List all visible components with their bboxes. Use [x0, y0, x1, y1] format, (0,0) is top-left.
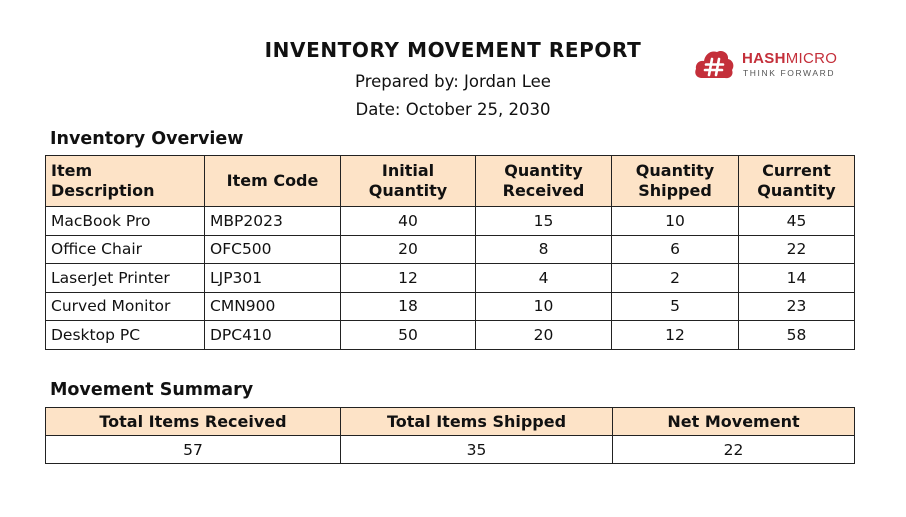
movement-summary-table: Total Items Received Total Items Shipped…: [45, 407, 855, 464]
table-header-row: Total Items Received Total Items Shipped…: [45, 407, 855, 436]
report-title: INVENTORY MOVEMENT REPORT: [264, 38, 642, 62]
item-description-cell: LaserJet Printer: [45, 263, 205, 293]
current-quantity-cell: 23: [738, 291, 855, 321]
quantity-shipped-cell: 2: [611, 263, 739, 293]
table-row: Curved Monitor CMN900 18 10 5 23: [45, 291, 855, 321]
quantity-received-cell: 20: [475, 320, 612, 350]
quantity-received-cell: 10: [475, 291, 612, 321]
table-row: Office Chair OFC500 20 8 6 22: [45, 234, 855, 264]
company-logo: HASHMICRO THINK FORWARD: [693, 47, 853, 81]
item-description-cell: Desktop PC: [45, 320, 205, 350]
column-header: Quantity Received: [475, 155, 612, 207]
current-quantity-cell: 45: [738, 206, 855, 236]
column-header: Net Movement: [612, 407, 855, 436]
table-header-row: Item Description Item Code Initial Quant…: [45, 155, 855, 207]
total-received-value: 57: [45, 435, 341, 464]
logo-tagline: THINK FORWARD: [743, 68, 836, 78]
table-row: MacBook Pro MBP2023 40 15 10 45: [45, 206, 855, 236]
column-header: Current Quantity: [738, 155, 855, 207]
column-header: Item Code: [204, 155, 341, 207]
table-row: 57 35 22: [45, 435, 855, 464]
column-header: Total Items Shipped: [340, 407, 613, 436]
item-code-cell: MBP2023: [204, 206, 341, 236]
total-shipped-value: 35: [340, 435, 613, 464]
quantity-shipped-cell: 12: [611, 320, 739, 350]
logo-name-regular: MICRO: [785, 50, 838, 67]
item-description-cell: Curved Monitor: [45, 291, 205, 321]
table-row: Desktop PC DPC410 50 20 12 58: [45, 320, 855, 350]
current-quantity-cell: 14: [738, 263, 855, 293]
quantity-shipped-cell: 10: [611, 206, 739, 236]
initial-quantity-cell: 20: [340, 234, 476, 264]
item-code-cell: LJP301: [204, 263, 341, 293]
quantity-received-cell: 15: [475, 206, 612, 236]
hash-cloud-logo-icon: [695, 50, 734, 79]
item-code-cell: DPC410: [204, 320, 341, 350]
item-code-cell: OFC500: [204, 234, 341, 264]
quantity-shipped-cell: 6: [611, 234, 739, 264]
column-header: Total Items Received: [45, 407, 341, 436]
current-quantity-cell: 22: [738, 234, 855, 264]
logo-name-bold: HASH: [742, 50, 786, 67]
item-code-cell: CMN900: [204, 291, 341, 321]
current-quantity-cell: 58: [738, 320, 855, 350]
column-header: Initial Quantity: [340, 155, 476, 207]
inventory-overview-table: Item Description Item Code Initial Quant…: [45, 155, 855, 350]
quantity-received-cell: 8: [475, 234, 612, 264]
quantity-shipped-cell: 5: [611, 291, 739, 321]
summary-heading: Movement Summary: [50, 380, 254, 400]
net-movement-value: 22: [612, 435, 855, 464]
initial-quantity-cell: 18: [340, 291, 476, 321]
initial-quantity-cell: 50: [340, 320, 476, 350]
table-row: LaserJet Printer LJP301 12 4 2 14: [45, 263, 855, 293]
prepared-by: Prepared by: Jordan Lee: [355, 72, 551, 91]
overview-heading: Inventory Overview: [50, 129, 244, 149]
initial-quantity-cell: 12: [340, 263, 476, 293]
column-header: Quantity Shipped: [611, 155, 739, 207]
quantity-received-cell: 4: [475, 263, 612, 293]
column-header: Item Description: [45, 155, 205, 207]
report-date: Date: October 25, 2030: [355, 100, 551, 119]
item-description-cell: MacBook Pro: [45, 206, 205, 236]
logo-wordmark: HASHMICRO: [742, 50, 837, 67]
item-description-cell: Office Chair: [45, 234, 205, 264]
initial-quantity-cell: 40: [340, 206, 476, 236]
